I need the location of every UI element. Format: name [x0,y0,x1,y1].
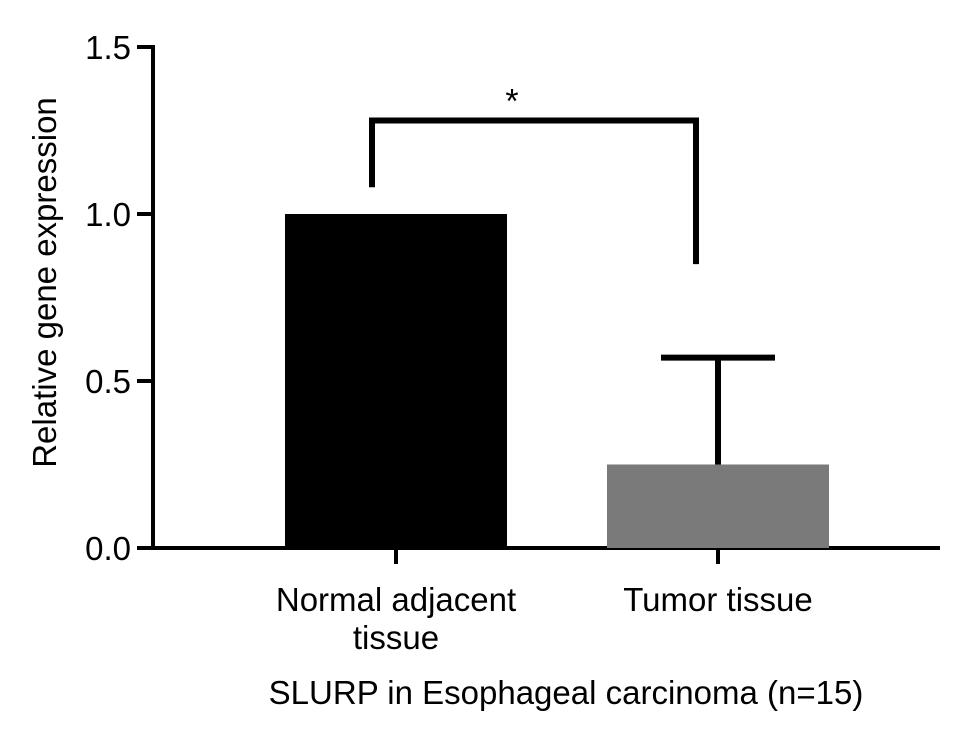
chart-error-bars [661,354,775,465]
y-tick-label: 0.5 [85,363,131,400]
y-axis-title: Relative gene expression [26,97,63,468]
y-tick-label: 1.0 [85,196,131,233]
bar [607,464,829,548]
y-tick-label: 1.5 [85,29,131,66]
x-axis-title: SLURP in Esophageal carcinoma (n=15) [269,674,864,711]
x-category-label: Tumor tissue [623,581,813,618]
y-tick-label: 0.0 [85,530,131,567]
significance-label: * [505,82,518,120]
bar [285,214,507,548]
chart-bars [285,214,829,548]
significance-bracket-line [369,117,699,265]
chart-labels: 0.0 0.5 1.0 1.5 Normal adjacent tissue Tumor t… [26,29,863,711]
x-category-label: Normal adjacent tissue [276,581,516,656]
significance-bracket: * [369,82,699,265]
